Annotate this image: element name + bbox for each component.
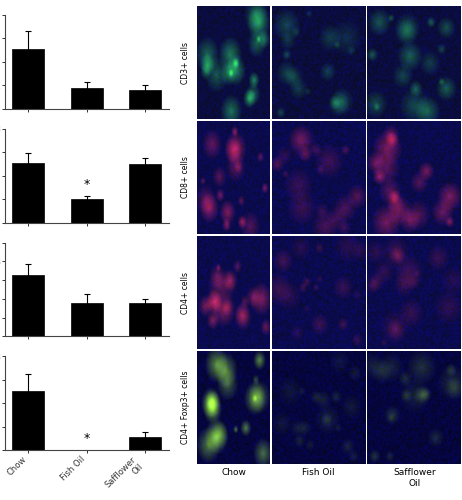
- Text: CD4+ cells: CD4+ cells: [182, 272, 190, 314]
- Text: CD3+ cells: CD3+ cells: [182, 42, 190, 84]
- Bar: [71, 199, 103, 222]
- Text: CD8+ cells: CD8+ cells: [182, 156, 190, 198]
- Bar: [129, 304, 161, 336]
- X-axis label: Fish Oil: Fish Oil: [303, 468, 335, 477]
- X-axis label: Safflower
Oil: Safflower Oil: [393, 468, 436, 487]
- Bar: [12, 392, 44, 450]
- Bar: [129, 164, 161, 222]
- Text: *: *: [84, 432, 90, 446]
- Bar: [71, 88, 103, 109]
- Bar: [71, 304, 103, 336]
- Text: CD4+ Foxp3+ cells: CD4+ Foxp3+ cells: [182, 370, 190, 444]
- Bar: [12, 49, 44, 109]
- Bar: [12, 276, 44, 336]
- Text: *: *: [84, 178, 90, 191]
- Bar: [12, 162, 44, 222]
- Bar: [129, 437, 161, 450]
- Bar: [129, 90, 161, 109]
- X-axis label: Chow: Chow: [221, 468, 246, 477]
